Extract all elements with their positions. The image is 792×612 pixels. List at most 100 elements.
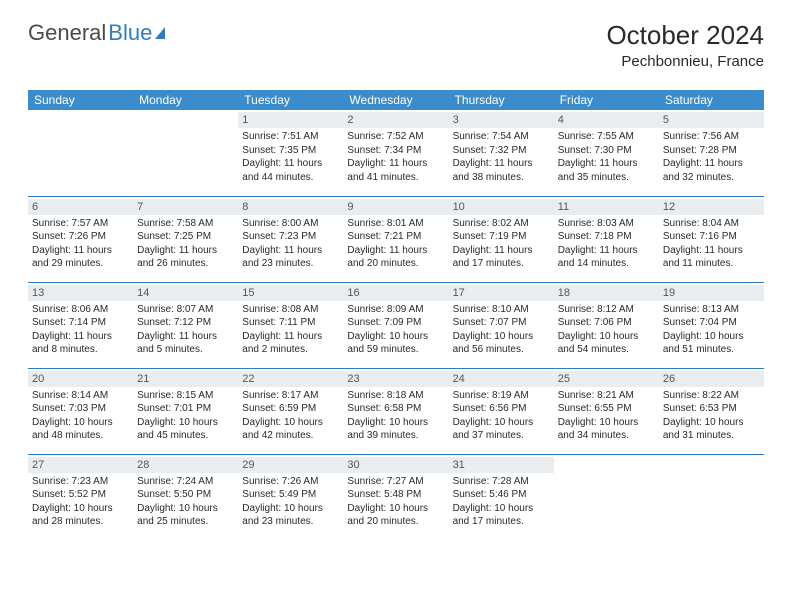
day-detail: Sunrise: 8:15 AMSunset: 7:01 PMDaylight:… — [137, 389, 234, 443]
detail-line: Daylight: 10 hours — [453, 502, 550, 516]
detail-line: Sunset: 6:59 PM — [242, 402, 339, 416]
calendar-day-cell: 10Sunrise: 8:02 AMSunset: 7:19 PMDayligh… — [449, 196, 554, 282]
detail-line: Sunset: 5:49 PM — [242, 488, 339, 502]
calendar-day-cell: 18Sunrise: 8:12 AMSunset: 7:06 PMDayligh… — [554, 282, 659, 368]
detail-line: and 51 minutes. — [663, 343, 760, 357]
calendar-day-cell — [659, 454, 764, 540]
day-detail: Sunrise: 8:02 AMSunset: 7:19 PMDaylight:… — [453, 217, 550, 271]
detail-line: Daylight: 10 hours — [347, 502, 444, 516]
day-number: 8 — [238, 199, 343, 215]
calendar-day-cell: 16 Sunrise: 8:09 AMSunset: 7:09 PMDayligh… — [343, 282, 448, 368]
detail-line: Sunset: 7:23 PM — [242, 230, 339, 244]
detail-line: Sunset: 7:03 PM — [32, 402, 129, 416]
day-detail: Sunrise: 7:58 AMSunset: 7:25 PMDaylight:… — [137, 217, 234, 271]
detail-line: and 5 minutes. — [137, 343, 234, 357]
detail-line: Sunset: 7:30 PM — [558, 144, 655, 158]
detail-line: and 8 minutes. — [32, 343, 129, 357]
calendar-week-row: 13Sunrise: 8:06 AMSunset: 7:14 PMDayligh… — [28, 282, 764, 368]
day-number: 16 — [343, 285, 448, 301]
calendar-day-cell: 6Sunrise: 7:57 AMSunset: 7:26 PMDaylight… — [28, 196, 133, 282]
detail-line: and 25 minutes. — [137, 515, 234, 529]
detail-line: Daylight: 11 hours — [558, 157, 655, 171]
detail-line: and 29 minutes. — [32, 257, 129, 271]
calendar-week-row: 27Sunrise: 7:23 AMSunset: 5:52 PMDayligh… — [28, 454, 764, 540]
day-detail: Sunrise: 7:54 AMSunset: 7:32 PMDaylight:… — [453, 130, 550, 184]
weekday-header: Friday — [554, 90, 659, 110]
detail-line: Daylight: 11 hours — [663, 157, 760, 171]
detail-line: Sunset: 7:01 PM — [137, 402, 234, 416]
day-detail: Sunrise: 8:22 AMSunset: 6:53 PMDaylight:… — [663, 389, 760, 443]
detail-line: Daylight: 10 hours — [32, 502, 129, 516]
day-number: 14 — [133, 285, 238, 301]
calendar-day-cell: 21 Sunrise: 8:15 AMSunset: 7:01 PMDayligh… — [133, 368, 238, 454]
detail-line: and 35 minutes. — [558, 171, 655, 185]
calendar-day-cell: 9Sunrise: 8:01 AMSunset: 7:21 PMDaylight… — [343, 196, 448, 282]
calendar-day-cell: 29 Sunrise: 7:26 AMSunset: 5:49 PMDayligh… — [238, 454, 343, 540]
day-detail: Sunrise: 8:03 AMSunset: 7:18 PMDaylight:… — [558, 217, 655, 271]
weekday-header: Saturday — [659, 90, 764, 110]
logo-text-general: General — [28, 20, 106, 46]
calendar-day-cell: 31Sunrise: 7:28 AMSunset: 5:46 PMDayligh… — [449, 454, 554, 540]
weekday-header: Wednesday — [343, 90, 448, 110]
detail-line: Sunrise: 7:52 AM — [347, 130, 444, 144]
detail-line: Daylight: 11 hours — [137, 244, 234, 258]
detail-line: Sunset: 5:48 PM — [347, 488, 444, 502]
brand-logo: General Blue — [28, 20, 169, 46]
calendar-day-cell — [28, 110, 133, 196]
day-detail: Sunrise: 7:26 AMSunset: 5:49 PMDaylight:… — [242, 475, 339, 529]
day-number: 25 — [554, 371, 659, 387]
day-number: 30 — [343, 457, 448, 473]
day-number: 4 — [554, 112, 659, 128]
calendar-day-cell: 3Sunrise: 7:54 AMSunset: 7:32 PMDaylight… — [449, 110, 554, 196]
detail-line: Daylight: 10 hours — [558, 416, 655, 430]
calendar-day-cell: 24Sunrise: 8:19 AMSunset: 6:56 PMDayligh… — [449, 368, 554, 454]
calendar-day-cell: 4Sunrise: 7:55 AMSunset: 7:30 PMDaylight… — [554, 110, 659, 196]
detail-line: and 56 minutes. — [453, 343, 550, 357]
day-detail: Sunrise: 8:00 AMSunset: 7:23 PMDaylight:… — [242, 217, 339, 271]
calendar-week-row: 6Sunrise: 7:57 AMSunset: 7:26 PMDaylight… — [28, 196, 764, 282]
calendar-day-cell: 11Sunrise: 8:03 AMSunset: 7:18 PMDayligh… — [554, 196, 659, 282]
detail-line: Sunrise: 8:07 AM — [137, 303, 234, 317]
detail-line: Sunset: 7:14 PM — [32, 316, 129, 330]
detail-line: and 42 minutes. — [242, 429, 339, 443]
detail-line: Sunset: 6:53 PM — [663, 402, 760, 416]
detail-line: Sunset: 7:26 PM — [32, 230, 129, 244]
detail-line: and 59 minutes. — [347, 343, 444, 357]
detail-line: Sunset: 7:28 PM — [663, 144, 760, 158]
weekday-header: Tuesday — [238, 90, 343, 110]
detail-line: and 54 minutes. — [558, 343, 655, 357]
detail-line: Sunrise: 8:12 AM — [558, 303, 655, 317]
detail-line: Sunrise: 7:51 AM — [242, 130, 339, 144]
month-title: October 2024 — [606, 20, 764, 51]
detail-line: and 23 minutes. — [242, 257, 339, 271]
calendar-day-cell: 12Sunrise: 8:04 AMSunset: 7:16 PMDayligh… — [659, 196, 764, 282]
detail-line: Sunrise: 8:03 AM — [558, 217, 655, 231]
detail-line: Sunrise: 8:21 AM — [558, 389, 655, 403]
detail-line: Sunset: 6:55 PM — [558, 402, 655, 416]
calendar-day-cell — [554, 454, 659, 540]
detail-line: Sunset: 7:11 PM — [242, 316, 339, 330]
calendar-day-cell: 17Sunrise: 8:10 AMSunset: 7:07 PMDayligh… — [449, 282, 554, 368]
calendar-page: General Blue October 2024 Pechbonnieu, F… — [0, 0, 792, 550]
sail-icon — [153, 25, 169, 41]
day-detail: Sunrise: 8:08 AMSunset: 7:11 PMDaylight:… — [242, 303, 339, 357]
detail-line: Sunset: 5:50 PM — [137, 488, 234, 502]
calendar-day-cell: 27Sunrise: 7:23 AMSunset: 5:52 PMDayligh… — [28, 454, 133, 540]
calendar-day-cell: 22Sunrise: 8:17 AMSunset: 6:59 PMDayligh… — [238, 368, 343, 454]
title-block: October 2024 Pechbonnieu, France — [606, 20, 764, 74]
detail-line: Sunrise: 8:19 AM — [453, 389, 550, 403]
detail-line: Daylight: 11 hours — [32, 330, 129, 344]
weekday-header: Monday — [133, 90, 238, 110]
detail-line: Sunset: 7:32 PM — [453, 144, 550, 158]
day-detail: Sunrise: 8:13 AMSunset: 7:04 PMDaylight:… — [663, 303, 760, 357]
day-number: 23 — [343, 371, 448, 387]
detail-line: Daylight: 10 hours — [453, 330, 550, 344]
detail-line: Daylight: 10 hours — [453, 416, 550, 430]
day-detail: Sunrise: 8:21 AMSunset: 6:55 PMDaylight:… — [558, 389, 655, 443]
day-number: 21 — [133, 371, 238, 387]
detail-line: Sunset: 7:21 PM — [347, 230, 444, 244]
day-detail: Sunrise: 8:09 AMSunset: 7:09 PMDaylight:… — [347, 303, 444, 357]
detail-line: Sunset: 7:18 PM — [558, 230, 655, 244]
day-number: 29 — [238, 457, 343, 473]
detail-line: Sunrise: 8:17 AM — [242, 389, 339, 403]
